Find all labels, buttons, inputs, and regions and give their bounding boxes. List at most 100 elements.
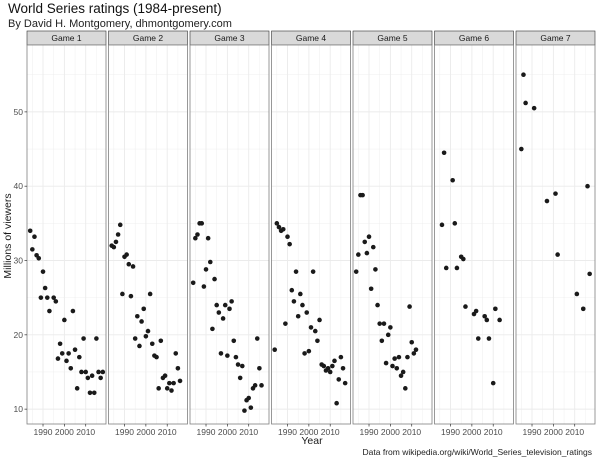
x-tick-label: 2010 <box>321 427 340 437</box>
data-point <box>300 302 305 308</box>
data-point <box>111 244 117 250</box>
data-point <box>94 336 99 341</box>
x-tick-label: 1990 <box>278 427 297 437</box>
data-point <box>396 354 402 360</box>
x-tick-label: 1990 <box>34 427 53 437</box>
data-point <box>259 383 264 388</box>
data-point <box>531 105 537 111</box>
y-tick-label: 10 <box>14 404 24 414</box>
data-point <box>394 365 400 371</box>
data-point <box>91 390 97 396</box>
data-point <box>89 373 95 378</box>
data-point <box>439 222 445 228</box>
data-point <box>280 226 286 232</box>
data-point <box>222 302 228 308</box>
data-point <box>276 224 282 230</box>
data-point <box>587 271 592 277</box>
data-point <box>342 380 348 386</box>
x-tick-label: 1990 <box>197 427 216 437</box>
data-point <box>225 353 230 358</box>
data-point <box>135 313 140 319</box>
data-point <box>368 286 374 292</box>
data-point <box>137 343 142 349</box>
x-tick-label: 1990 <box>115 427 134 437</box>
data-point <box>497 317 502 323</box>
data-point <box>57 341 63 347</box>
data-point <box>147 291 153 297</box>
data-point <box>336 377 342 382</box>
data-point <box>30 247 35 252</box>
data-point <box>463 304 468 309</box>
chart-subtitle: By David H. Montgomery, dhmontgomery.com <box>8 18 232 30</box>
data-point <box>193 235 198 241</box>
data-point <box>64 358 69 364</box>
panel-border <box>515 44 596 425</box>
x-tick-label: 2010 <box>158 427 177 437</box>
facet-strip-label: Game 4 <box>296 33 327 43</box>
data-point <box>98 375 103 381</box>
data-point <box>203 267 209 272</box>
facet-panel-2: Game 2 1990 2000 2010 <box>108 30 188 437</box>
data-point <box>218 351 224 356</box>
data-point <box>246 395 252 401</box>
x-tick-label: 2000 <box>462 427 481 437</box>
x-tick-label: 2010 <box>402 427 421 437</box>
data-point <box>574 291 580 297</box>
data-point <box>113 239 119 245</box>
panel-background <box>516 45 595 424</box>
data-point <box>482 313 487 319</box>
y-tick-label: 40 <box>14 181 24 191</box>
data-point <box>205 235 211 241</box>
data-point <box>413 347 419 352</box>
data-point <box>214 302 219 308</box>
data-point <box>400 369 406 375</box>
data-point <box>47 308 52 314</box>
data-point <box>353 269 359 274</box>
data-point <box>585 183 590 189</box>
data-point <box>171 380 176 386</box>
data-point <box>210 326 215 332</box>
data-point <box>38 295 44 300</box>
panel-background <box>434 45 514 424</box>
data-point <box>62 317 67 323</box>
data-point <box>72 347 78 352</box>
data-point <box>190 280 196 286</box>
panel-background <box>27 45 106 424</box>
data-point <box>272 347 278 352</box>
data-point <box>145 328 151 334</box>
data-point <box>68 365 74 371</box>
data-point <box>302 351 307 356</box>
data-point <box>70 308 76 314</box>
data-point <box>233 354 239 360</box>
data-point <box>295 313 301 319</box>
x-tick-label: 2010 <box>565 427 584 437</box>
x-tick-label: 1990 <box>523 427 542 437</box>
data-point <box>340 365 346 371</box>
data-point <box>383 360 389 366</box>
data-point <box>452 221 458 226</box>
data-point <box>580 306 586 312</box>
x-tick-label: 2010 <box>239 427 258 437</box>
data-point <box>257 365 262 371</box>
x-tick-label: 2000 <box>299 427 318 437</box>
data-point <box>85 375 91 381</box>
data-point <box>42 285 48 291</box>
data-point <box>381 321 387 326</box>
data-point <box>44 295 50 300</box>
data-point <box>334 400 339 406</box>
data-point <box>128 293 134 299</box>
data-point <box>175 365 181 371</box>
panel-background <box>271 45 351 424</box>
data-point <box>362 239 368 245</box>
y-tick-label: 30 <box>14 256 24 266</box>
data-point <box>235 362 241 367</box>
panel-background <box>108 45 188 424</box>
panel-background <box>190 45 269 424</box>
data-point <box>79 369 84 375</box>
x-tick-label: 2000 <box>136 427 155 437</box>
facet-panel-3: Game 3 1990 2000 2010 <box>189 30 270 437</box>
data-point <box>132 336 138 341</box>
data-point <box>55 356 61 361</box>
data-point <box>521 72 526 78</box>
data-point <box>385 332 391 338</box>
